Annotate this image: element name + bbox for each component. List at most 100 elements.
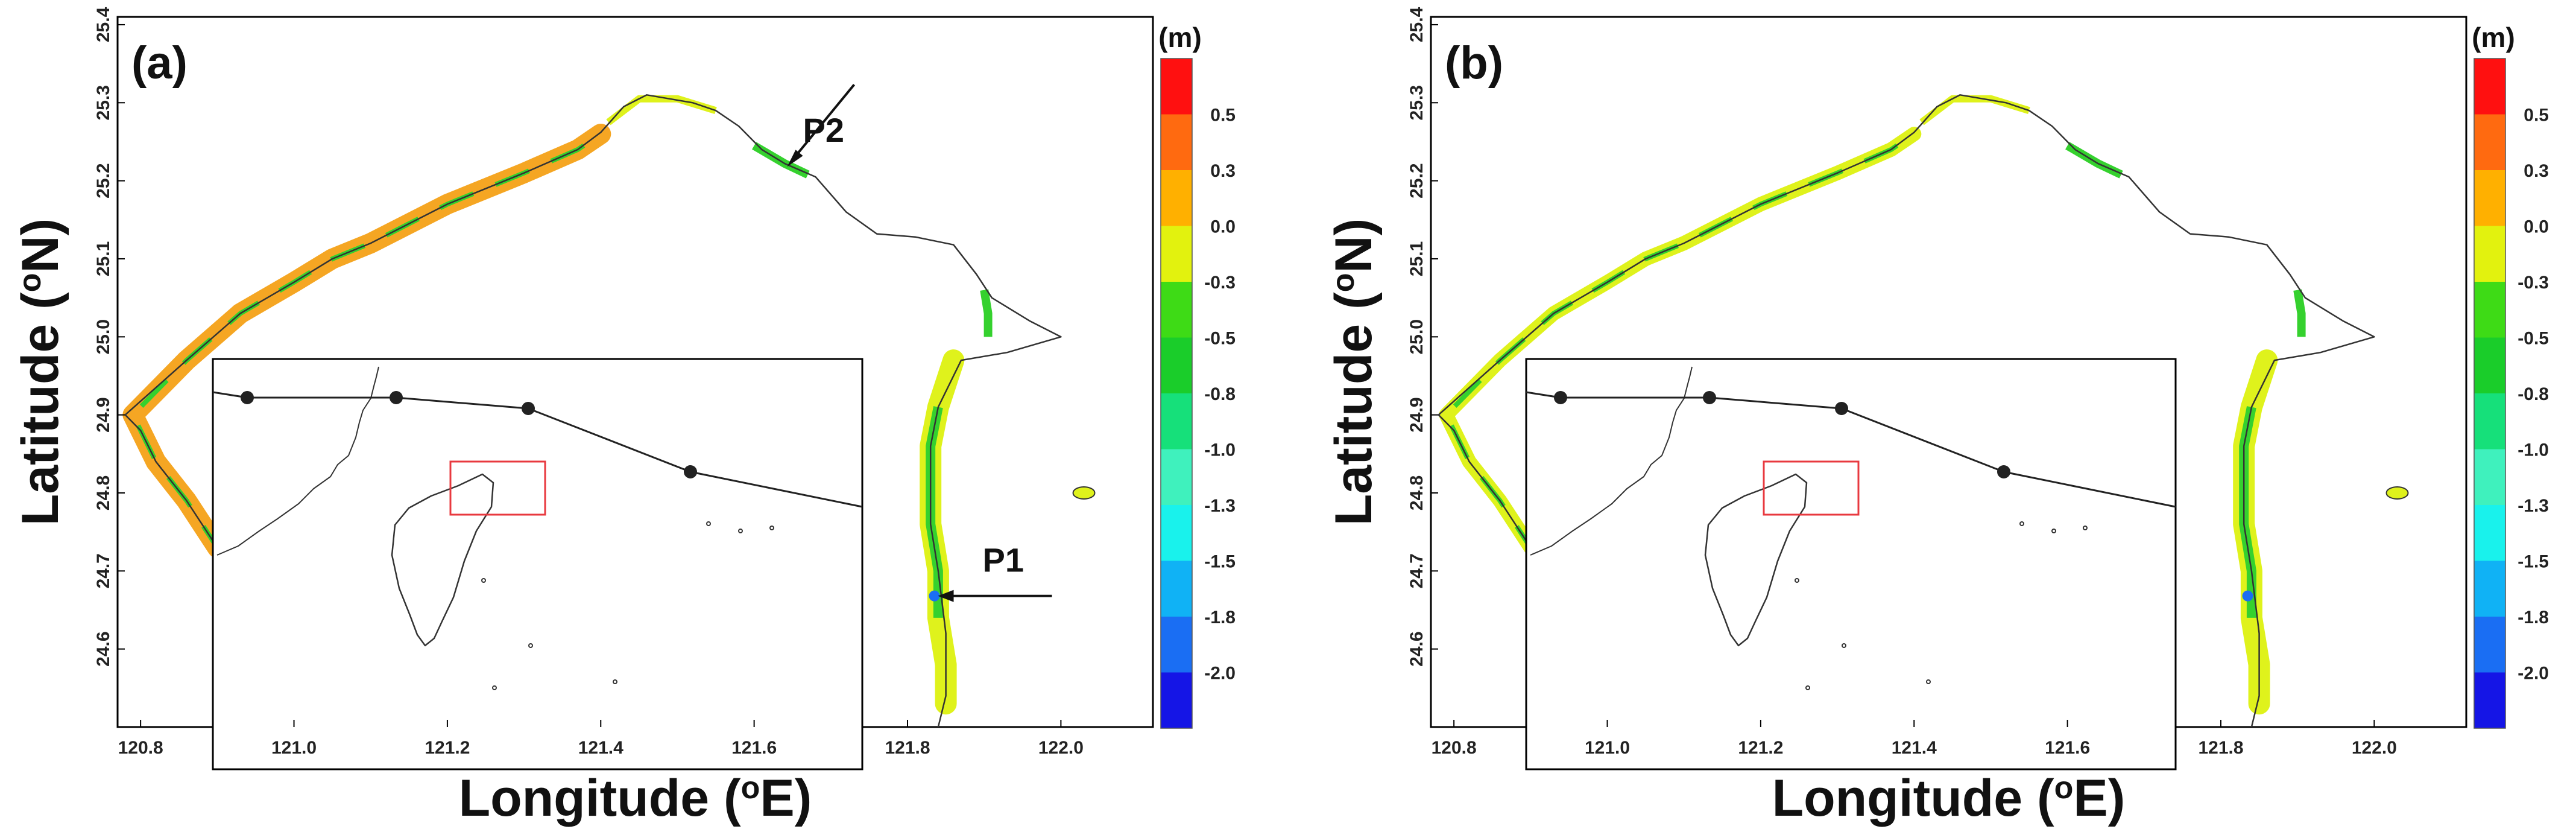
colorbar-swatch xyxy=(2474,393,2505,449)
y-tick-label: 25.1 xyxy=(93,241,113,276)
colorbar-unit: (m) xyxy=(1158,22,1202,53)
track-point xyxy=(241,391,254,404)
colorbar-label: -1.0 xyxy=(2518,440,2549,460)
y-tick-label: 25.3 xyxy=(93,85,113,120)
colorbar-swatch xyxy=(1161,672,1192,729)
panel-a: 120.8 121.0 121.2 121.4 121.6 121.8 122.0 24.6 2… xyxy=(11,7,1236,827)
colorbar-swatch xyxy=(2474,337,2505,394)
x-tick-label: 122.0 xyxy=(2352,738,2397,758)
inset-island xyxy=(528,643,533,648)
inset-frame xyxy=(1525,358,2177,770)
colorbar-label: 0.5 xyxy=(1210,106,1236,125)
colorbar-label: -1.3 xyxy=(2518,496,2549,516)
point-label-p2: P2 xyxy=(803,111,845,149)
map-figure-a: 120.8 121.0 121.2 121.4 121.6 121.8 122.0 24.6 2… xyxy=(11,7,1236,827)
y-tick-label: 24.9 xyxy=(1407,397,1427,432)
colorbar-swatch xyxy=(1161,170,1192,226)
x-tick-label: 121.6 xyxy=(731,738,777,758)
y-tick-label: 24.6 xyxy=(93,631,113,666)
coastline xyxy=(1438,94,2375,728)
x-tick-label: 121.2 xyxy=(1738,738,1783,758)
colorbar-frame xyxy=(2473,58,2506,729)
taiwan-outline xyxy=(1704,473,1808,647)
y-tick-label: 24.9 xyxy=(93,397,113,432)
inset-island xyxy=(2083,526,2088,530)
x-tick-label: 122.0 xyxy=(1038,738,1084,758)
point-arrowhead xyxy=(938,589,954,602)
track-point xyxy=(1997,465,2010,478)
x-tick-label: 120.8 xyxy=(1432,738,1477,758)
y-tick-label: 24.7 xyxy=(1407,553,1427,588)
mainland-coast xyxy=(216,366,379,556)
locator-inset xyxy=(1525,358,2177,770)
x-tick-label: 121.2 xyxy=(425,738,470,758)
x-tick-label: 121.0 xyxy=(271,738,317,758)
colorbar-swatch xyxy=(2474,59,2505,115)
inset-island xyxy=(1795,578,1799,583)
inset-island xyxy=(1842,643,1846,648)
colorbar-swatch xyxy=(2474,561,2505,617)
map-figure-b: 120.8 121.0 121.2 121.4 121.6 121.8 122.0 24.6 2… xyxy=(1325,7,2549,827)
mainland-coast xyxy=(1530,366,1693,556)
inset-island xyxy=(2019,521,2024,526)
track-point xyxy=(684,465,697,478)
inset-island xyxy=(769,526,774,530)
point-label-p1: P1 xyxy=(983,541,1024,579)
x-tick-label: 121.0 xyxy=(1585,738,1630,758)
y-tick-label: 25.2 xyxy=(93,163,113,198)
colorbar-label: -1.5 xyxy=(1204,552,1236,572)
inset-island xyxy=(1926,679,1931,684)
colorbar-swatch xyxy=(2474,170,2505,226)
colorbar-label: -2.0 xyxy=(1204,664,1236,684)
colorbar-label: -0.5 xyxy=(2518,329,2549,349)
band-northeast xyxy=(980,289,993,337)
band-northwest xyxy=(1919,95,2030,125)
islet xyxy=(2385,486,2409,500)
y-axis-title: Latitude (oN) xyxy=(1325,218,1383,526)
colorbar-label: -1.8 xyxy=(1204,608,1236,627)
colorbar-swatch xyxy=(1161,449,1192,506)
colorbar-label: -0.5 xyxy=(1204,329,1236,349)
colorbar-label: -0.3 xyxy=(1204,273,1236,293)
colorbar-label: -1.8 xyxy=(2518,608,2549,627)
x-tick-label: 121.8 xyxy=(885,738,930,758)
track-point xyxy=(1554,391,1567,404)
colorbar-label: -0.3 xyxy=(2518,273,2549,293)
point-arrowhead xyxy=(787,150,803,167)
colorbar: 0.5 0.3 0.0 -0.3 -0.5 -0.8 -1.0 -1.3 -1.5 -1.8 -2.… xyxy=(2472,22,2549,729)
band-northeast xyxy=(2293,289,2306,337)
colorbar-frame xyxy=(1160,58,1193,729)
colorbar-swatch xyxy=(1161,114,1192,171)
colorbar-swatch xyxy=(1161,282,1192,338)
coastline xyxy=(124,94,1062,728)
colorbar-label: -0.8 xyxy=(2518,384,2549,404)
inset-island xyxy=(481,578,486,583)
y-tick-label: 25.0 xyxy=(1407,319,1427,354)
colorbar-label: 0.3 xyxy=(2524,161,2549,181)
y-tick-label: 25.4 xyxy=(93,7,113,42)
colorbar-swatch xyxy=(2474,449,2505,506)
colorbar-label: -0.8 xyxy=(1204,384,1236,404)
colorbar-label: 0.5 xyxy=(2524,106,2549,125)
taiwan-outline xyxy=(391,473,494,647)
colorbar-swatch xyxy=(1161,59,1192,115)
x-axis-title: Longitude (oE) xyxy=(1772,769,2126,827)
colorbar-label: 0.0 xyxy=(1210,217,1236,237)
y-tick-label: 25.1 xyxy=(1407,241,1427,276)
colorbar-swatch xyxy=(2474,226,2505,282)
colorbar-swatch xyxy=(1161,561,1192,617)
inset-island xyxy=(706,521,711,526)
inset-frame xyxy=(212,358,863,770)
track-point xyxy=(1703,391,1716,404)
colorbar-swatch xyxy=(1161,617,1192,673)
panel-b: 120.8 121.0 121.2 121.4 121.6 121.8 122.0 24.6 2… xyxy=(1313,0,2576,829)
y-tick-label: 25.0 xyxy=(93,319,113,354)
y-axis-title: Latitude (oN) xyxy=(11,218,69,526)
colorbar-swatch xyxy=(2474,282,2505,338)
islet xyxy=(1072,486,1096,500)
inset-island xyxy=(738,529,743,533)
colorbar-label: -1.3 xyxy=(1204,496,1236,516)
x-tick-label: 121.4 xyxy=(1892,738,1937,758)
track-point xyxy=(390,391,403,404)
colorbar-swatch xyxy=(1161,337,1192,394)
